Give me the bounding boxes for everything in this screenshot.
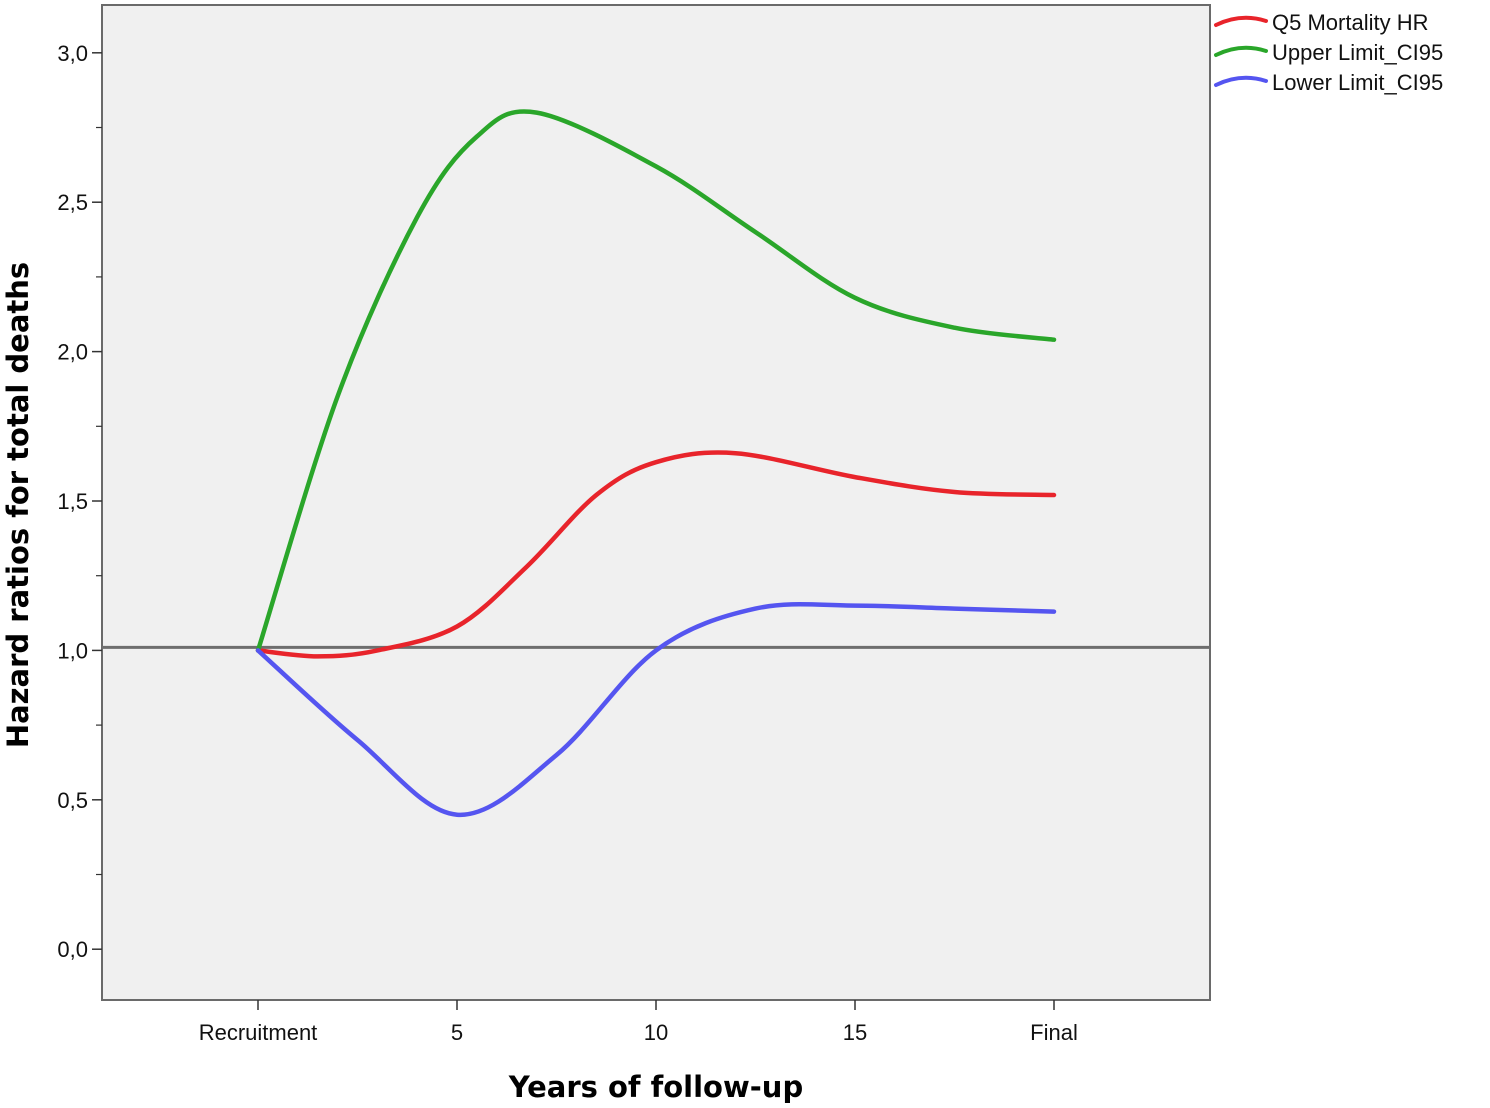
y-tick-label: 1,5 [57,489,88,514]
y-axis-title: Hazard ratios for total deaths [1,262,35,748]
plot-background [101,4,1211,1001]
legend-label: Lower Limit_CI95 [1272,70,1443,95]
x-tick-label: Final [1030,1020,1078,1045]
y-tick-label: 2,5 [57,190,88,215]
x-tick-label: 15 [843,1020,867,1045]
x-tick-label: 5 [451,1020,463,1045]
y-tick-label: 2,0 [57,340,88,365]
series-line-0 [255,450,1057,659]
y-tick-label: 1,0 [57,638,88,663]
y-tick-label: 0,5 [57,788,88,813]
legend-label: Q5 Mortality HR [1272,10,1428,35]
series-line-1 [255,109,1057,653]
x-axis: Recruitment 5 10 15 Final [199,1000,1078,1045]
series-layer [255,109,1057,817]
legend-swatch [1214,45,1268,57]
series-line-2 [255,602,1057,817]
legend-swatch [1214,75,1268,87]
x-tick-label: 10 [644,1020,668,1045]
x-tick-label: Recruitment [199,1020,318,1045]
y-tick-label: 0,0 [57,937,88,962]
legend-label: Upper Limit_CI95 [1272,40,1443,65]
legend-swatch [1214,15,1268,27]
y-tick-label: 3,0 [57,41,88,66]
y-axis: 0,0 0,5 1,0 1,5 2,0 2,5 3,0 [57,41,102,962]
legend: Q5 Mortality HR Upper Limit_CI95 Lower Lim… [1214,10,1443,95]
x-axis-title: Years of follow-up [508,1070,803,1104]
